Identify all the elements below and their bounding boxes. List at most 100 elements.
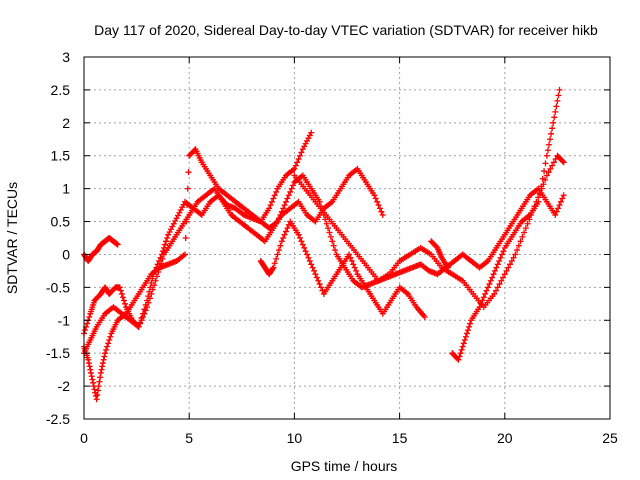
data-point [308, 129, 315, 136]
data-point [152, 277, 159, 284]
data-point-interp [351, 264, 358, 271]
data-point-interp [273, 255, 280, 262]
series-track-6 [291, 152, 567, 311]
data-point-interp [99, 360, 106, 367]
data-point-interp [372, 195, 379, 202]
data-layer [81, 86, 567, 403]
y-tick-label: 0.5 [51, 214, 71, 230]
data-point-interp [287, 188, 294, 195]
data-point-interp [155, 269, 162, 276]
data-point-interp [544, 147, 551, 154]
data-point-interp [292, 162, 299, 169]
data-point [144, 304, 151, 311]
data-point-interp [182, 235, 189, 241]
data-point [493, 264, 500, 271]
data-point-interp [353, 267, 360, 274]
data-point [444, 264, 451, 271]
data-point-interp [301, 244, 308, 251]
data-point-interp [289, 182, 296, 189]
data-point-interp [554, 97, 561, 104]
data-point-interp [295, 156, 302, 163]
data-point-interp [184, 202, 191, 209]
data-point [312, 271, 319, 278]
data-point-interp [281, 202, 288, 209]
data-point [484, 284, 491, 291]
data-point-interp [119, 294, 126, 301]
data-point-interp [467, 320, 474, 327]
data-point-interp [118, 290, 125, 297]
data-point-interp [507, 261, 514, 268]
data-point [421, 313, 428, 320]
data-point-interp [86, 313, 93, 320]
data-point-interp [500, 274, 507, 281]
data-point-interp [498, 277, 505, 284]
data-point-interp [103, 346, 110, 353]
data-point-interp [482, 290, 489, 297]
data-point-interp [284, 195, 291, 202]
data-point-interp [477, 300, 484, 307]
data-point-interp [549, 162, 556, 169]
data-point-interp [163, 238, 170, 245]
data-point-interp [327, 233, 334, 240]
data-point-interp [498, 251, 505, 258]
data-point-interp [505, 264, 512, 271]
data-point [102, 350, 109, 357]
data-point-interp [496, 258, 503, 265]
data-point-interp [541, 168, 548, 175]
data-point-interp [294, 159, 301, 166]
y-tick-label: 3 [62, 49, 70, 65]
data-point-interp [156, 264, 163, 271]
series-track-4 [81, 165, 386, 357]
data-point-interp [159, 255, 166, 262]
data-point-interp [267, 202, 274, 209]
data-point-interp [545, 169, 552, 176]
data-point-interp [117, 287, 124, 294]
data-point [278, 238, 285, 245]
data-point-interp [319, 287, 326, 294]
data-point-interp [269, 265, 276, 272]
data-point-interp [100, 356, 107, 363]
data-point-interp [553, 208, 560, 215]
data-point [379, 211, 386, 218]
data-point-interp [550, 159, 557, 166]
data-point-interp [97, 374, 104, 381]
data-point-interp [515, 242, 522, 249]
data-point-interp [374, 198, 381, 205]
data-point-interp [348, 258, 355, 265]
y-tick-label: 1 [62, 181, 70, 197]
data-point-interp [347, 254, 354, 261]
data-point [560, 159, 567, 166]
y-axis-label: SDTVAR / TECUs [4, 182, 20, 294]
data-point-interp [330, 242, 337, 249]
data-point [295, 231, 302, 238]
data-point-interp [464, 327, 471, 334]
data-point-interp [85, 360, 92, 367]
data-point-interp [491, 267, 498, 274]
data-point-interp [460, 340, 467, 347]
data-point-interp [106, 337, 113, 344]
data-point-interp [280, 235, 287, 241]
data-point-interp [185, 169, 192, 176]
data-point-interp [326, 229, 333, 236]
data-point-interp [480, 294, 487, 301]
data-point-interp [268, 198, 275, 205]
data-point-interp [503, 267, 510, 274]
data-point [116, 284, 123, 291]
data-point [550, 119, 557, 126]
data-point [291, 165, 298, 172]
data-point-interp [88, 373, 95, 380]
data-point-interp [497, 254, 504, 261]
data-point-interp [547, 165, 554, 172]
data-point-interp [332, 247, 339, 254]
x-tick-label: 15 [392, 430, 408, 446]
data-point-interp [308, 261, 315, 268]
data-point-interp [494, 284, 501, 291]
data-point-interp [539, 175, 546, 182]
y-tick-label: -1 [58, 312, 71, 328]
data-point-interp [463, 330, 470, 337]
data-point [93, 396, 100, 403]
data-point-interp [137, 320, 144, 327]
data-point [371, 192, 378, 199]
chart-title: Day 117 of 2020, Sidereal Day-to-day VTE… [94, 22, 598, 38]
data-point-interp [376, 205, 383, 212]
